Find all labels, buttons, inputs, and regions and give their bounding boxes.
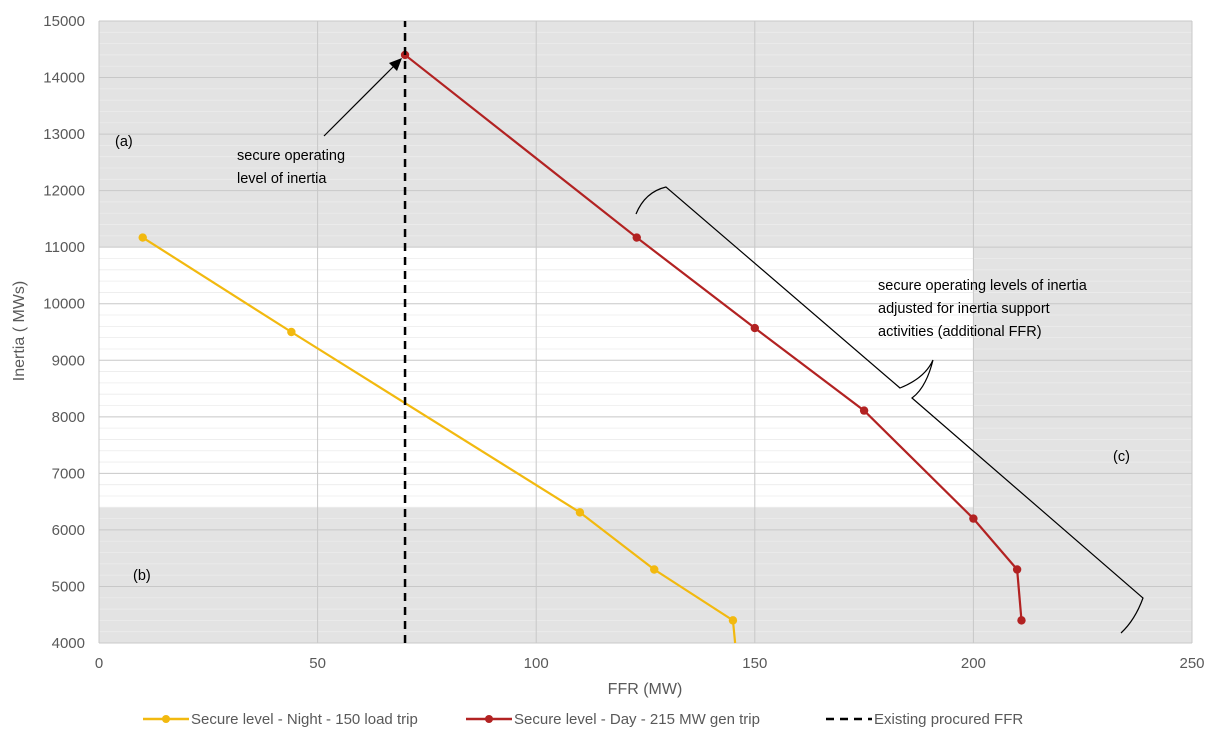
y-tick-label: 14000	[43, 70, 85, 87]
legend: Secure level - Night - 150 load trip Sec…	[0, 706, 1212, 732]
legend-item-day: Secure level - Day - 215 MW gen trip	[466, 706, 760, 732]
data-point-series-2	[632, 233, 641, 242]
data-point-series-1	[138, 233, 147, 242]
data-point-series-1	[728, 616, 738, 625]
series-lines	[138, 21, 1026, 644]
y-tick-label: 10000	[43, 296, 85, 313]
legend-item-existing-ffr: Existing procured FFR	[826, 706, 1023, 732]
region-c-label: (c)	[1113, 449, 1130, 465]
y-axis-title: Inertia ( MWs)	[11, 281, 28, 381]
data-point-series-1	[575, 508, 585, 517]
y-tick-label: 4000	[52, 635, 85, 652]
secure-level-annotation-line1: secure operating	[237, 148, 345, 164]
legend-swatch-day	[466, 715, 512, 723]
secure-level-annotation-line2: level of inertia	[237, 171, 327, 187]
x-tick-label: 250	[1179, 655, 1204, 672]
adjusted-levels-brace	[635, 186, 1144, 634]
legend-swatch-existing-ffr	[826, 717, 872, 721]
y-tick-label: 11000	[44, 239, 85, 256]
y-tick-label: 12000	[43, 183, 85, 200]
adjusted-levels-annotation-line3: activities (additional FFR)	[878, 324, 1042, 340]
legend-swatch-night	[143, 715, 189, 723]
x-tick-label: 0	[95, 655, 103, 672]
legend-label-existing-ffr: Existing procured FFR	[874, 710, 1024, 728]
y-tick-label: 6000	[52, 522, 85, 539]
y-tick-label: 9000	[52, 352, 85, 369]
region-b-label: (b)	[133, 568, 151, 584]
data-point-series-2	[969, 514, 978, 523]
x-axis-title: FFR (MW)	[608, 681, 683, 698]
x-tick-label: 200	[961, 655, 986, 672]
x-tick-label: 100	[524, 655, 549, 672]
grid-lines	[98, 20, 1193, 644]
data-point-series-1	[650, 565, 659, 574]
y-tick-label: 7000	[52, 465, 85, 482]
data-point-series-2	[1012, 565, 1022, 574]
data-point-series-2	[859, 406, 869, 415]
x-tick-label: 50	[309, 655, 326, 672]
y-tick-label: 8000	[52, 409, 85, 426]
y-tick-label: 13000	[43, 126, 85, 143]
y-tick-label: 5000	[52, 578, 85, 595]
annotations: (a) (b) (c) secure operating level of in…	[115, 58, 1144, 634]
tick-labels: 4000 5000 6000 7000 8000 9000 10000 11000 12000 1…	[43, 13, 1204, 672]
x-tick-label: 150	[742, 655, 767, 672]
data-point-series-2	[750, 323, 759, 333]
legend-item-night: Secure level - Night - 150 load trip	[143, 706, 418, 732]
adjusted-levels-annotation-line1: secure operating levels of inertia	[878, 278, 1088, 294]
region-a-label: (a)	[115, 134, 133, 150]
adjusted-levels-annotation-line2: adjusted for inertia support	[878, 301, 1050, 317]
secure-level-arrow-shaft	[323, 63, 397, 137]
legend-label-night: Secure level - Night - 150 load trip	[191, 710, 418, 728]
secure-level-arrow-head	[389, 58, 402, 71]
data-point-series-1	[287, 327, 296, 337]
y-tick-label: 15000	[43, 13, 85, 30]
data-point-series-2	[1017, 616, 1026, 625]
legend-label-day: Secure level - Day - 215 MW gen trip	[514, 710, 760, 728]
shaded-region-3	[973, 21, 1192, 643]
